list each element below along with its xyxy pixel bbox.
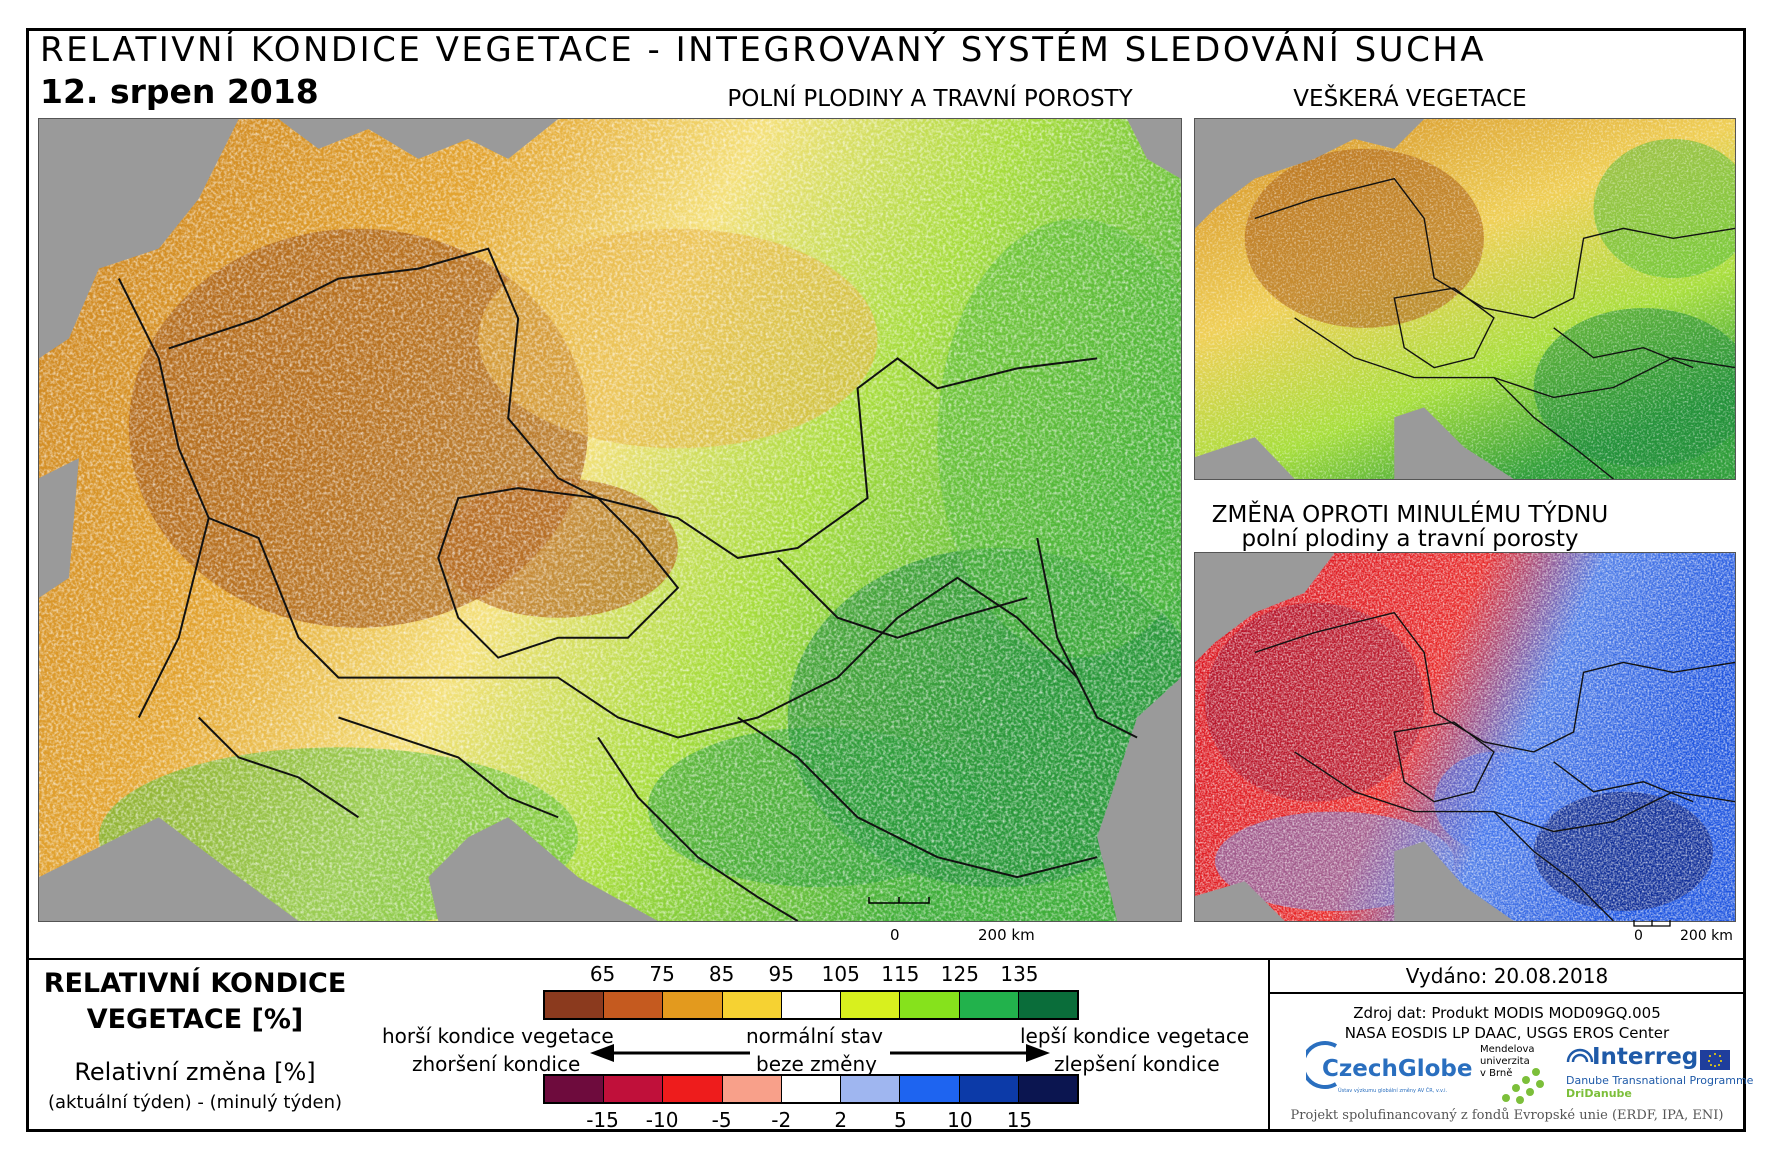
change-tick-label: 10 [947,1108,973,1132]
main-scale-zero: 0 [890,926,900,944]
change-swatch [545,1076,605,1102]
condition-color-ramp [543,990,1079,1020]
change-swatch [604,1076,664,1102]
condition-tick-label: 105 [821,962,860,986]
condition-swatch [545,992,605,1018]
condition-swatch [959,992,1019,1018]
improved-label: zlepšení kondice [1054,1052,1220,1076]
change-scale-bar [1628,916,1728,936]
source-line-2: NASA EOSDIS LP DAAC, USGS EROS Center [1344,1024,1670,1042]
worse-label: horší kondice vegetace [382,1024,614,1048]
change-swatch [781,1076,842,1102]
main-map-label: POLNÍ PLODINY A TRAVNÍ POROSTY [727,86,1133,112]
change-scale-end: 200 km [1680,928,1733,944]
change-tick-label: -2 [771,1108,792,1132]
condition-swatch [722,992,782,1018]
condition-swatch [900,992,960,1018]
condition-tick-label: 135 [1000,962,1039,986]
legend-change-title: Relativní změna [%] [74,1058,316,1086]
all-vegetation-map [1194,118,1736,480]
change-map-label-1: ZMĚNA OPROTI MINULÉMU TÝDNU [1211,502,1609,528]
arrow-left-icon [590,1044,750,1062]
condition-swatch [781,992,842,1018]
main-scale-end: 200 km [978,926,1035,944]
change-color-ramp [543,1074,1079,1104]
legend-change-sub: (aktuální týden) - (minulý týden) [47,1092,343,1113]
legend-title-2: VEGETACE [%] [86,1004,304,1035]
change-tick-label: 2 [834,1108,848,1132]
condition-tick-label: 65 [589,962,616,986]
change-scale-zero: 0 [1634,928,1643,944]
interreg-logo-text: Interreg [1592,1044,1699,1070]
change-swatch [841,1076,901,1102]
change-swatch [663,1076,723,1102]
change-tick-label: 15 [1006,1108,1033,1132]
legend-divider [26,958,1746,960]
czechglobe-logo-text: CzechGlobe [1322,1056,1473,1082]
main-condition-map [38,118,1182,922]
legend-title-1: RELATIVNÍ KONDICE [43,968,347,999]
change-tick-label: 5 [893,1108,907,1132]
change-swatch [722,1076,782,1102]
condition-tick-label: 85 [708,962,735,986]
arrow-right-icon [890,1044,1050,1062]
all-vegetation-label: VEŠKERÁ VEGETACE [1293,86,1527,112]
no-change-label: beze změny [756,1052,877,1076]
normal-label: normální stav [746,1024,884,1048]
mendel-logo-line-1: Mendelova [1480,1044,1535,1055]
change-swatch [959,1076,1019,1102]
change-map-label-2: polní plodiny a travní porosty [1241,526,1579,552]
condition-tick-label: 75 [649,962,675,986]
change-swatch [900,1076,960,1102]
change-tick-label: -15 [586,1108,619,1132]
change-tick-label: -5 [711,1108,732,1132]
change-map [1194,552,1736,922]
worsened-label: zhoršení kondice [412,1052,581,1076]
mendel-logo-line-3: v Brně [1480,1068,1513,1079]
condition-tick-label: 125 [940,962,979,986]
issued-date: Vydáno: 20.08.2018 [1405,964,1609,988]
issued-divider [1268,992,1746,994]
condition-swatch [841,992,901,1018]
czechglobe-logo-sub: Ústav výzkumu globální změny AV ČR, v.v.… [1338,1088,1448,1094]
czechglobe-logo-icon [1306,1041,1338,1089]
mendel-logo-line-2: univerzita [1480,1056,1530,1067]
condition-swatch [1018,992,1077,1018]
change-swatch [1018,1076,1077,1102]
date-label: 12. srpen 2018 [40,72,319,111]
mendel-logo-icon [1502,1068,1544,1104]
info-divider [1268,958,1270,1132]
condition-swatch [604,992,664,1018]
page-title: RELATIVNÍ KONDICE VEGETACE - INTEGROVANÝ… [40,30,1487,70]
eu-flag-icon [1700,1050,1730,1070]
main-scale-bar [859,889,1099,919]
funding-note: Projekt spolufinancovaný z fondů Evropsk… [1290,1108,1724,1123]
condition-tick-label: 115 [881,962,920,986]
source-line-1: Zdroj dat: Produkt MODIS MOD09GQ.005 [1353,1004,1661,1022]
interreg-logo-icon [1566,1048,1594,1063]
change-tick-label: -10 [645,1108,679,1132]
condition-tick-label: 95 [768,962,794,986]
interreg-logo-sub: Danube Transnational Programme [1566,1074,1754,1087]
condition-swatch [663,992,723,1018]
better-label: lepší kondice vegetace [1020,1024,1250,1048]
dridanube-logo-text: DriDanube [1566,1087,1632,1100]
